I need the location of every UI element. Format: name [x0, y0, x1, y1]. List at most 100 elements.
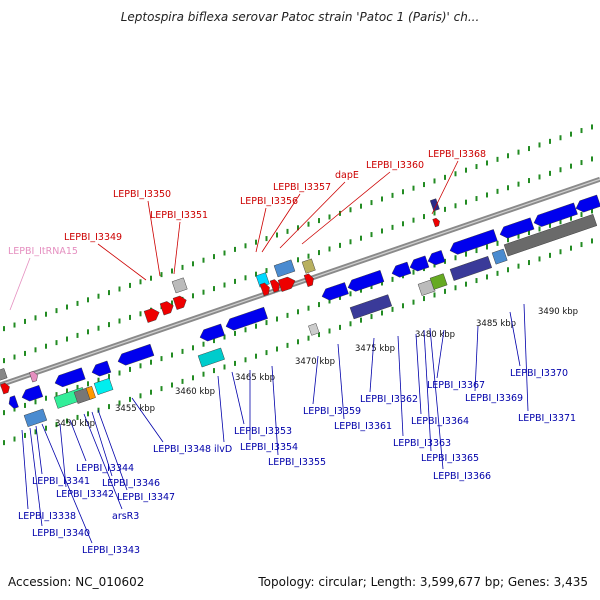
- bottom-feature-label: LEPBI_I3369: [465, 393, 523, 404]
- leader-line: [97, 409, 128, 491]
- scale-label: 3465 kbp: [235, 373, 275, 383]
- gene-red: [269, 279, 280, 293]
- bottom-feature-label: LEPBI_I3353: [234, 426, 292, 437]
- leader-line: [279, 181, 346, 249]
- leader-line: [131, 397, 164, 443]
- gene-red: [303, 273, 314, 287]
- gene-dark: [449, 256, 493, 281]
- gene-orange: [85, 385, 96, 400]
- gene-blue: [409, 255, 430, 272]
- scale-label: 3460 kbp: [175, 387, 215, 397]
- leader-line: [397, 335, 404, 437]
- gene-blue: [91, 360, 112, 377]
- top-feature-label: LEPBI_ItRNA15: [8, 246, 78, 257]
- gene-red: [259, 282, 270, 297]
- leader-line: [69, 419, 87, 462]
- scale-label: 3470 kbp: [295, 357, 335, 367]
- bottom-feature-label: LEPBI_I3340: [32, 528, 90, 539]
- leader-line: [217, 375, 225, 443]
- leader-line: [431, 160, 459, 215]
- gene-olive: [301, 258, 316, 274]
- bottom-feature-label: LEPBI_I3359: [303, 406, 361, 417]
- gene-blue: [117, 343, 155, 366]
- gene-blue: [199, 323, 225, 342]
- leader-line: [173, 221, 181, 275]
- gene-cyan: [255, 272, 270, 288]
- gene-blue: [499, 217, 535, 239]
- top-feature-label: LEPBI_I3350: [113, 189, 171, 200]
- bottom-feature-label: LEPBI_I3342: [56, 489, 114, 500]
- bottom-feature-label: LEPBI_I3348: [153, 444, 211, 455]
- leader-line: [271, 365, 279, 456]
- bottom-feature-label: LEPBI_I3355: [268, 457, 326, 468]
- gene-blue: [347, 270, 385, 292]
- bottom-feature-label: LEPBI_I3343: [82, 545, 140, 556]
- gene-red: [159, 301, 174, 316]
- leader-line: [59, 423, 67, 488]
- bottom-feature-label: LEPBI_I3367: [427, 380, 485, 391]
- scale-label: 3480 kbp: [415, 330, 455, 340]
- gene-steelblue: [273, 259, 296, 278]
- gene-red: [432, 217, 440, 228]
- top-feature-label: LEPBI_I3349: [64, 232, 122, 243]
- leader-line: [474, 325, 479, 392]
- top-feature-label: LEPBI_I3357: [273, 182, 331, 193]
- leader-line: [91, 411, 113, 477]
- bottom-feature-label: LEPBI_I3363: [393, 438, 451, 449]
- top-feature-label: dapE: [335, 170, 359, 181]
- bottom-feature-label: LEPBI_I3346: [102, 478, 160, 489]
- gene-green: [429, 273, 448, 290]
- scale-label: 3455 kbp: [115, 404, 155, 414]
- gene-gray: [503, 214, 598, 257]
- gene-steelblue: [491, 248, 508, 265]
- gene-blue: [575, 194, 600, 213]
- gene-blue: [21, 385, 44, 402]
- gene-gray: [308, 323, 320, 336]
- accession-text: Accession: NC_010602: [8, 575, 145, 589]
- leader-line: [29, 427, 43, 527]
- bottom-feature-label: LEPBI_I3365: [421, 453, 479, 464]
- bottom-feature-label: arsR3: [112, 511, 139, 522]
- scale-label: 3485 kbp: [476, 319, 516, 329]
- gene-red: [172, 295, 187, 310]
- leader-line: [337, 343, 345, 420]
- bottom-feature-label: ilvD: [214, 444, 232, 455]
- leader-line: [301, 171, 391, 245]
- gene-blue: [449, 229, 498, 255]
- gene-blue: [54, 367, 86, 388]
- gene-red: [0, 382, 10, 395]
- gene-red: [277, 276, 296, 292]
- leader-line: [97, 243, 147, 281]
- leader-line: [231, 371, 245, 425]
- bottom-feature-label: LEPBI_I3362: [360, 394, 418, 405]
- bottom-feature-label: LEPBI_I3366: [433, 471, 491, 482]
- leader-line: [147, 200, 161, 277]
- bottom-feature-label: LEPBI_I3344: [76, 463, 134, 474]
- top-feature-label: LEPBI_I3356: [240, 196, 298, 207]
- leader-line: [423, 329, 432, 452]
- leader-line: [369, 337, 375, 393]
- leader-line: [429, 327, 444, 470]
- bottom-feature-label: LEPBI_I3364: [411, 416, 469, 427]
- gene-dark: [349, 294, 393, 320]
- bottom-feature-label: LEPBI_I3347: [117, 492, 175, 503]
- leader-line: [21, 429, 29, 510]
- bottom-feature-label: LEPBI_I3370: [510, 368, 568, 379]
- upper-outer-tick-row: [3, 124, 593, 332]
- leader-line: [415, 333, 422, 415]
- bottom-feature-label: LEPBI_I3354: [240, 442, 298, 453]
- leader-line: [261, 193, 301, 253]
- gene-pink: [29, 371, 38, 383]
- leader-line: [83, 413, 123, 510]
- scale-label: 3475 kbp: [355, 344, 395, 354]
- gene-gray: [171, 277, 188, 294]
- gene-gray: [417, 279, 436, 296]
- top-feature-label: LEPBI_I3368: [428, 149, 486, 160]
- gene-blue: [8, 395, 19, 409]
- backbone-highlight: [0, 178, 600, 386]
- map-title: Leptospira biflexa serovar Patoc strain …: [120, 10, 480, 24]
- bottom-feature-label: LEPBI_I3341: [32, 476, 90, 487]
- lower-inner-tick-row: [3, 208, 593, 416]
- gene-steelblue: [23, 408, 48, 428]
